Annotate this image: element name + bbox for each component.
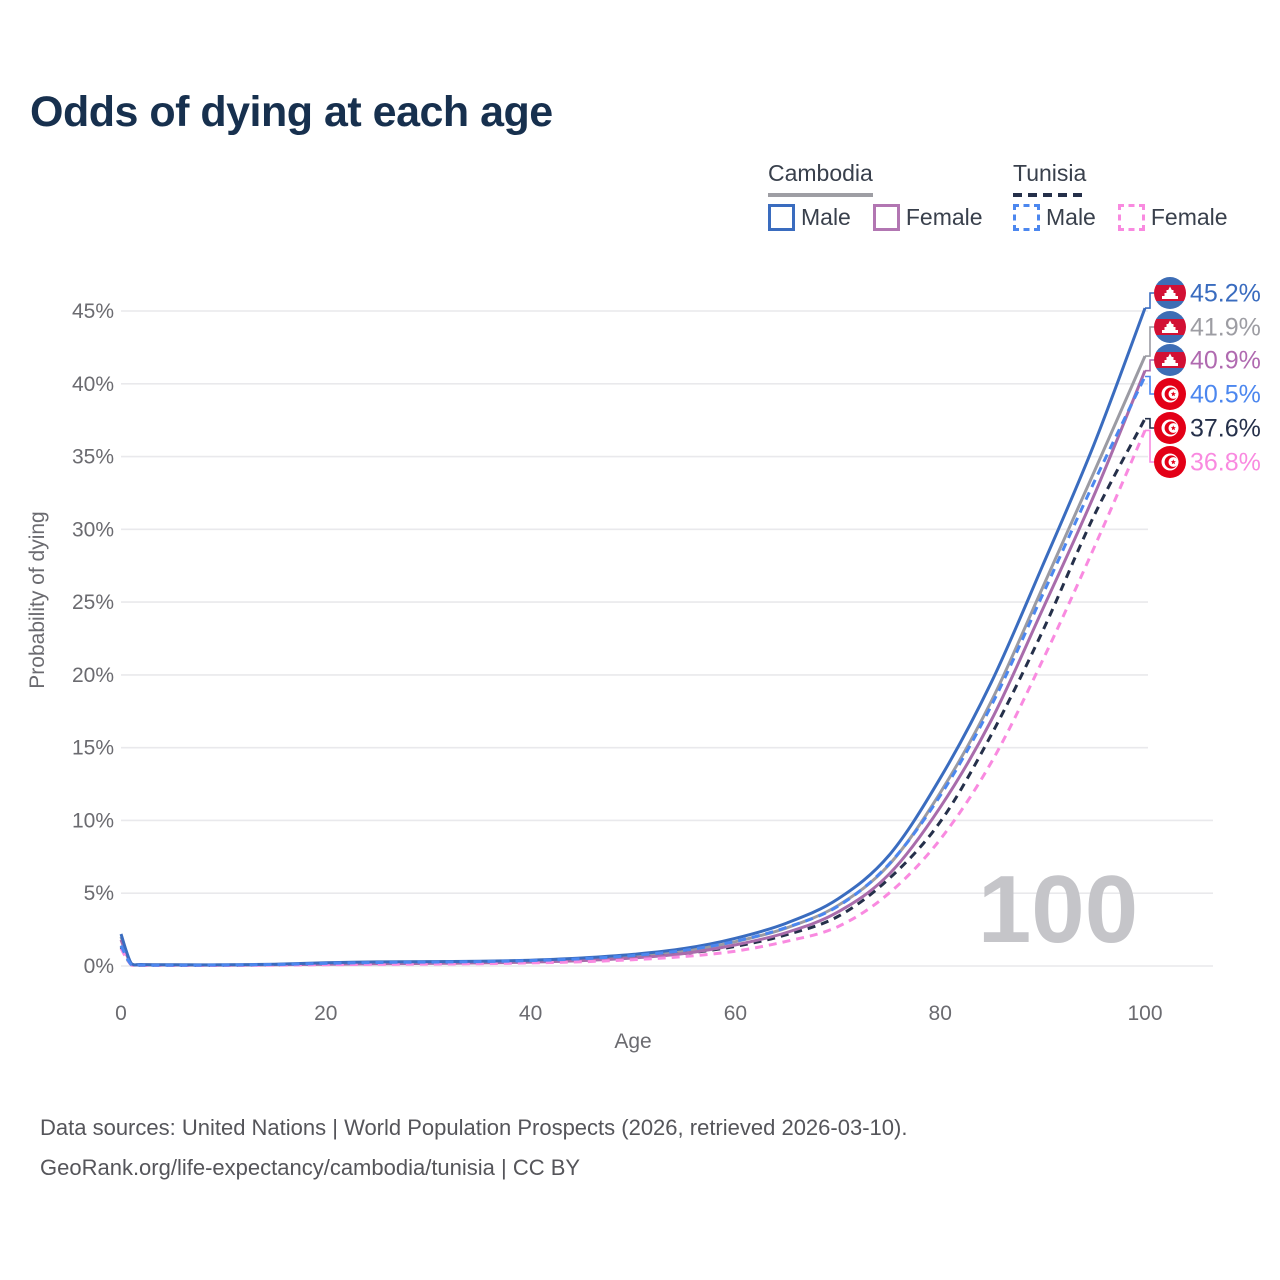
legend-item-tunisia-male[interactable]: Male bbox=[1013, 204, 1096, 231]
y-tick-35%: 35% bbox=[72, 446, 114, 469]
data-sources: Data sources: United Nations | World Pop… bbox=[40, 1108, 1240, 1188]
y-tick-25%: 25% bbox=[72, 591, 114, 614]
legend-group-cambodia: Cambodia Male Female bbox=[768, 160, 983, 231]
end-value-label-cambodia-both: 41.9% bbox=[1190, 314, 1261, 342]
legend-swatch-dashed bbox=[1117, 204, 1145, 231]
legend-item-label: Male bbox=[801, 204, 851, 230]
x-tick-60: 60 bbox=[724, 1002, 747, 1025]
end-value-label-cambodia-male: 45.2% bbox=[1190, 280, 1261, 308]
y-tick-20%: 20% bbox=[72, 664, 114, 687]
end-value-label-cambodia-female: 40.9% bbox=[1190, 347, 1261, 375]
flag-icon-tunisia-female bbox=[1154, 446, 1186, 478]
legend-items-row: Male Female bbox=[1013, 204, 1228, 231]
legend-country-cambodia[interactable]: Cambodia bbox=[768, 160, 873, 197]
flag-bands bbox=[1154, 344, 1186, 376]
leader-line-tunisia-female bbox=[1145, 429, 1154, 463]
flag-icon-cambodia-both bbox=[1154, 311, 1186, 343]
legend-country-underline-solid bbox=[768, 193, 873, 197]
y-tick-15%: 15% bbox=[72, 737, 114, 760]
x-tick-20: 20 bbox=[314, 1002, 337, 1025]
flag-star bbox=[1170, 459, 1176, 465]
legend-item-label: Male bbox=[1046, 204, 1096, 230]
y-tick-10%: 10% bbox=[72, 809, 114, 832]
x-tick-0: 0 bbox=[115, 1002, 127, 1025]
series-line-tunisia-male bbox=[119, 375, 1147, 967]
legend-country-tunisia[interactable]: Tunisia bbox=[1013, 160, 1087, 197]
leader-line-tunisia-both bbox=[1145, 417, 1154, 429]
leader-line-cambodia-male bbox=[1145, 292, 1154, 309]
legend-swatch-dashed bbox=[1013, 204, 1040, 231]
leader-line-cambodia-female bbox=[1145, 359, 1154, 372]
legend-swatch-solid bbox=[768, 204, 795, 231]
series-line-tunisia-female bbox=[119, 429, 1147, 967]
legend-country-label: Cambodia bbox=[768, 160, 873, 186]
y-tick-40%: 40% bbox=[72, 373, 114, 396]
flag-bands bbox=[1154, 277, 1186, 309]
footer-line-1: Data sources: United Nations | World Pop… bbox=[40, 1115, 908, 1140]
legend-swatch-solid bbox=[872, 204, 900, 231]
age-watermark: 100 bbox=[978, 856, 1138, 963]
legend-item-cambodia-female[interactable]: Female bbox=[872, 204, 983, 231]
flag-star bbox=[1170, 425, 1176, 431]
end-value-label-tunisia-both: 37.6% bbox=[1190, 415, 1261, 443]
end-value-label-tunisia-male: 40.5% bbox=[1190, 381, 1261, 409]
y-tick-5%: 5% bbox=[84, 882, 114, 905]
x-axis-label: Age bbox=[614, 1030, 651, 1053]
legend-item-label: Female bbox=[1150, 204, 1228, 230]
y-axis-label: Probability of dying bbox=[26, 511, 49, 688]
legend-country-label: Tunisia bbox=[1013, 160, 1087, 186]
x-tick-40: 40 bbox=[519, 1002, 542, 1025]
leader-line-cambodia-both bbox=[1145, 326, 1154, 357]
legend: Cambodia Male Female Tunisia Male Female bbox=[0, 160, 1280, 250]
legend-country-underline-dashed bbox=[1013, 193, 1087, 197]
y-tick-45%: 45% bbox=[72, 300, 114, 323]
end-value-label-tunisia-female: 36.8% bbox=[1190, 449, 1261, 477]
flag-star bbox=[1170, 391, 1176, 397]
y-tick-30%: 30% bbox=[72, 518, 114, 541]
flag-icon-tunisia-both bbox=[1154, 412, 1186, 444]
footer-line-2: GeoRank.org/life-expectancy/cambodia/tun… bbox=[40, 1155, 581, 1180]
leader-line-tunisia-male bbox=[1145, 375, 1154, 395]
y-tick-0%: 0% bbox=[84, 955, 114, 978]
x-tick-80: 80 bbox=[929, 1002, 952, 1025]
legend-item-tunisia-female[interactable]: Female bbox=[1117, 204, 1228, 231]
flag-bands bbox=[1154, 311, 1186, 343]
x-tick-100: 100 bbox=[1127, 1002, 1162, 1025]
flag-icon-cambodia-male bbox=[1154, 277, 1186, 309]
legend-item-cambodia-male[interactable]: Male bbox=[768, 204, 851, 231]
legend-item-label: Female bbox=[905, 204, 983, 230]
legend-group-tunisia: Tunisia Male Female bbox=[1013, 160, 1228, 231]
flag-icon-cambodia-female bbox=[1154, 344, 1186, 376]
flag-icon-tunisia-male bbox=[1154, 378, 1186, 410]
chart-title: Odds of dying at each age bbox=[30, 88, 553, 136]
legend-items-row: Male Female bbox=[768, 204, 983, 231]
